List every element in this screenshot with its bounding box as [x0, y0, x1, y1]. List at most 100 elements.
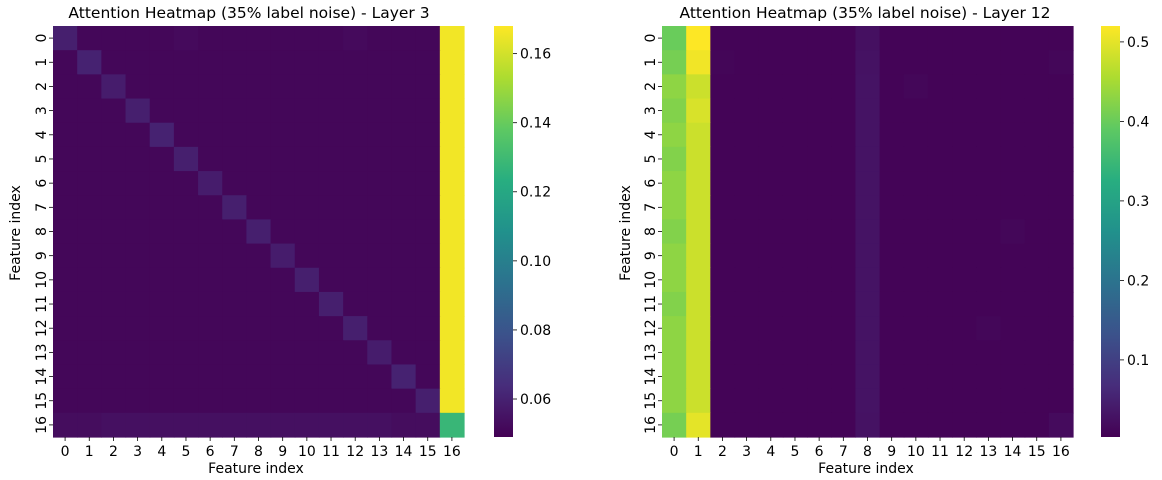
heatmap-cell [782, 171, 808, 196]
heatmap-cell [1048, 171, 1074, 196]
heatmap-cell [831, 340, 857, 366]
heatmap-cell [879, 146, 905, 172]
heatmap-cell [439, 340, 465, 366]
x-axis-label: Feature index [818, 461, 914, 477]
heatmap-cell [367, 171, 393, 196]
heatmap-cell [903, 267, 929, 293]
heatmap-cell [53, 74, 78, 100]
heatmap-cell [1048, 267, 1074, 293]
heatmap-cell [294, 291, 320, 317]
heatmap-cell [927, 388, 953, 414]
heatmap-cell [391, 316, 417, 341]
heatmap-cell [77, 388, 102, 414]
heatmap-cell [1024, 364, 1050, 390]
x-tick-label: 0 [670, 444, 679, 460]
heatmap-cell [246, 291, 272, 317]
heatmap-cell [758, 50, 784, 75]
heatmap-cell [1000, 50, 1026, 75]
heatmap-cell [686, 146, 711, 172]
heatmap-cell [662, 171, 687, 196]
heatmap-cell [439, 195, 465, 221]
heatmap-cell [125, 340, 151, 366]
x-tick-label: 6 [815, 444, 824, 460]
heatmap-cell [149, 74, 175, 100]
heatmap-cell [807, 316, 832, 341]
heatmap-cell [294, 340, 320, 366]
heatmap-cell [1048, 122, 1074, 148]
y-tick-label: 16 [643, 416, 659, 434]
heatmap-cell [782, 146, 808, 172]
x-tick-label: 2 [718, 444, 727, 460]
heatmap-cell [198, 195, 223, 221]
colorbar-tick-label: 0.16 [520, 47, 551, 63]
heatmap-cell [343, 219, 368, 245]
heatmap-cell [976, 219, 1002, 245]
heatmap-cell [976, 171, 1002, 196]
colorbar-gradient [1101, 26, 1120, 437]
heatmap-cell [903, 219, 929, 245]
y-tick-label: 15 [34, 392, 50, 410]
heatmap-cell [758, 219, 784, 245]
heatmap-cell [294, 412, 320, 438]
heatmap-cell [222, 412, 248, 438]
heatmap-cell [952, 412, 977, 438]
heatmap-cell [1000, 316, 1026, 341]
heatmap-cell [927, 340, 953, 366]
heatmap-cell [343, 74, 368, 100]
heatmap-cell [101, 146, 127, 172]
heatmap-cell [77, 364, 102, 390]
heatmap-cell [367, 26, 393, 51]
heatmap-cell [1000, 171, 1026, 196]
heatmap-cell [294, 219, 320, 245]
heatmap-cell [439, 316, 465, 341]
heatmap-cell [710, 291, 736, 317]
heatmap-cell [318, 364, 344, 390]
heatmap-cell [782, 364, 808, 390]
heatmap-cell [415, 122, 441, 148]
heatmap-cell [270, 171, 296, 196]
heatmap-cell [101, 122, 127, 148]
heatmap-cell [222, 243, 248, 269]
x-axis-label: Feature index [208, 461, 304, 477]
heatmap-cell [952, 26, 977, 51]
heatmap-cell [343, 171, 368, 196]
heatmap-cell [173, 98, 199, 124]
heatmap-cell [831, 98, 857, 124]
heatmap-cell [198, 98, 223, 124]
heatmap-cell [53, 291, 78, 317]
heatmap-cell [391, 412, 417, 438]
heatmap-cell [927, 412, 953, 438]
heatmap-cell [855, 267, 881, 293]
heatmap-cell [391, 243, 417, 269]
heatmap-cell [952, 146, 977, 172]
heatmap-cell [927, 122, 953, 148]
heatmap-cell [734, 316, 760, 341]
heatmap-cell [662, 146, 687, 172]
heatmap-cell [758, 26, 784, 51]
heatmap-cell [77, 291, 102, 317]
heatmap-cell [343, 50, 368, 75]
heatmap-cell [101, 50, 127, 75]
heatmap-cell [198, 291, 223, 317]
heatmap-cell [976, 122, 1002, 148]
heatmap-cell [367, 50, 393, 75]
heatmap-cell [903, 243, 929, 269]
heatmap-cell [246, 26, 272, 51]
heatmap-cell [1000, 74, 1026, 100]
heatmap-cell [318, 388, 344, 414]
heatmap-cell [294, 74, 320, 100]
heatmap-cell [927, 267, 953, 293]
heatmap-cell [222, 26, 248, 51]
heatmap-cell [662, 26, 687, 51]
heatmap-cell [318, 316, 344, 341]
heatmap-cell [1024, 412, 1050, 438]
heatmap-cell [952, 122, 977, 148]
heatmap-cell [782, 291, 808, 317]
heatmap-cell [1048, 98, 1074, 124]
heatmap-cell [439, 122, 465, 148]
y-tick-label: 5 [643, 155, 659, 164]
heatmap-cell [77, 219, 102, 245]
colorbar: 0.06 0.08 0.10 0.12 0.14 0.16 [494, 26, 551, 437]
heatmap-cell [807, 219, 832, 245]
heatmap-cell [77, 243, 102, 269]
